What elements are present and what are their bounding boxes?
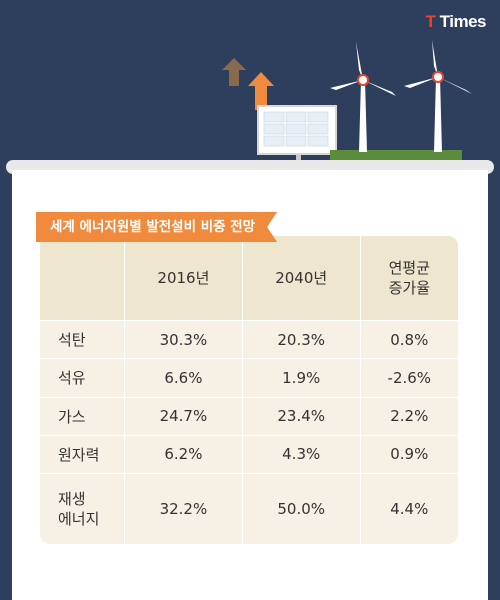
cell-2040: 4.3% [241,435,361,475]
wind-turbine-icon [404,40,472,152]
cell-growth: 4.4% [359,473,458,544]
brand-name: Times [439,12,487,31]
cell-growth: 0.8% [359,320,458,360]
cell-2040: 23.4% [241,397,361,436]
row-label: 석유 [40,358,125,398]
cell-growth: -2.6% [359,358,458,398]
row-label: 원자력 [40,435,125,475]
arrow-up-orange-icon [248,72,274,110]
brand-logo: T Times [425,12,487,32]
energy-share-table: 2016년 2040년 연평균 증가율 석탄 30.3% 20.3% 0.8% … [40,236,458,544]
cell-2016: 6.6% [124,358,243,398]
grass-strip [330,150,462,162]
table-row: 원자력 6.2% 4.3% 0.9% [40,435,458,475]
cell-2016: 6.2% [124,435,243,475]
cell-2040: 50.0% [241,473,361,544]
cell-2016: 32.2% [124,473,243,544]
data-table-container: 2016년 2040년 연평균 증가율 석탄 30.3% 20.3% 0.8% … [40,236,458,544]
solar-panel-icon [257,105,337,164]
row-label: 재생 에너지 [58,490,100,528]
cell-growth: 0.9% [359,435,458,475]
table-row: 석탄 30.3% 20.3% 0.8% [40,320,458,360]
energy-illustration [222,40,472,164]
header-growth: 연평균 증가율 [359,236,458,321]
cell-2016: 30.3% [124,320,243,360]
cell-2040: 20.3% [241,320,361,360]
wind-turbine-icon [330,42,396,152]
header-cell-empty [40,236,125,321]
cell-2040: 1.9% [241,358,361,398]
brand-prefix: T [425,12,436,31]
row-label: 석탄 [40,320,125,360]
table-header-row: 2016년 2040년 연평균 증가율 [40,236,458,321]
header-2016: 2016년 [124,236,243,321]
table-title: 세계 에너지원별 발전설비 비중 전망 [36,212,277,242]
cell-2016: 24.7% [124,397,243,436]
header-2040: 2040년 [241,236,361,321]
row-label: 가스 [40,397,125,436]
table-row: 가스 24.7% 23.4% 2.2% [40,397,458,436]
table-row: 재생 에너지 32.2% 50.0% 4.4% [40,473,458,544]
cell-growth: 2.2% [359,397,458,436]
table-row: 석유 6.6% 1.9% -2.6% [40,358,458,398]
arrow-up-brown-icon [222,58,246,86]
